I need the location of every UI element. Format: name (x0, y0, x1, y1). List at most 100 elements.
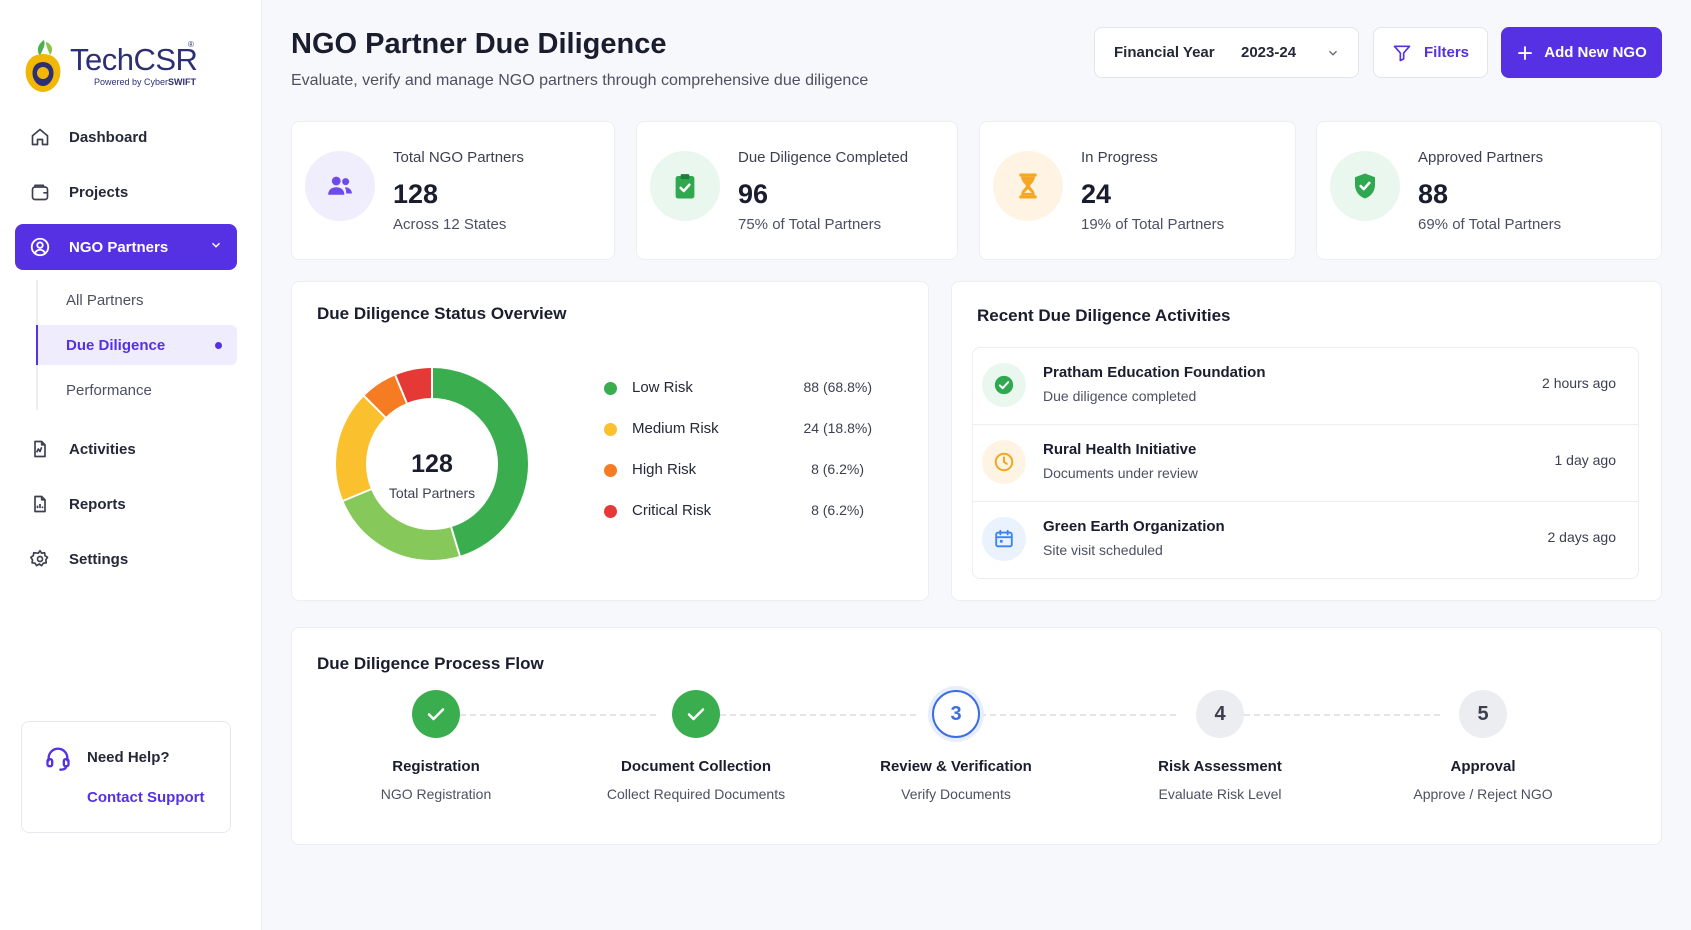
step-desc: Approve / Reject NGO (1413, 786, 1553, 802)
help-card: Need Help? Contact Support (21, 721, 231, 833)
step-title: Document Collection (620, 758, 771, 775)
sidebar-item-label: Settings (69, 550, 129, 568)
donut-center-value: 128 (411, 450, 453, 478)
legend-name: Medium Risk (632, 420, 719, 437)
partners-icon (29, 236, 51, 258)
legend-item-low-risk: Low Risk 88 (68.8%) (604, 377, 894, 418)
sidebar-item-label: Projects (69, 183, 129, 201)
filter-icon (1393, 45, 1411, 61)
recent-activities-card: Recent Due Diligence Activities Pratham … (951, 281, 1662, 601)
activity-item[interactable]: Pratham Education Foundation Due diligen… (973, 348, 1638, 425)
risk-legend: Low Risk 88 (68.8%) Medium Risk 24 (18.8… (604, 377, 894, 541)
step-desc: Verify Documents (901, 786, 1011, 802)
legend-name: Low Risk (632, 379, 693, 396)
sidebar-item-dashboard[interactable]: Dashboard (15, 114, 237, 160)
legend-dot (604, 423, 617, 436)
legend-value: 8 (6.2%) (811, 461, 864, 477)
main-nav: Dashboard Projects NGO Partners All Part… (15, 114, 237, 591)
logo[interactable]: TechCSR ® Powered by CyberSWIFT (20, 30, 210, 100)
step-title: Risk Assessment (1158, 758, 1282, 775)
subnav-item-all-partners[interactable]: All Partners (66, 291, 144, 309)
stat-label: In Progress (1081, 149, 1158, 166)
step-desc: Collect Required Documents (606, 786, 786, 802)
activity-item[interactable]: Rural Health Initiative Documents under … (973, 425, 1638, 502)
powered-by-text: Powered by Cyber (94, 77, 169, 87)
sidebar-item-label: NGO Partners (69, 238, 169, 256)
legend-value: 8 (6.2%) (811, 502, 864, 518)
process-step-risk-assessment[interactable]: 4 Risk Assessment Evaluate Risk Level (1110, 690, 1330, 802)
brand-powered-by: Powered by CyberSWIFT (94, 77, 196, 87)
activity-time: 2 days ago (1547, 529, 1617, 545)
step-number: 4 (1196, 690, 1244, 738)
process-step-document-collection[interactable]: Document Collection Collect Required Doc… (586, 690, 806, 802)
activity-item[interactable]: Green Earth Organization Site visit sche… (973, 502, 1638, 579)
subnav-item-performance[interactable]: Performance (66, 381, 152, 399)
stat-subtext: 69% of Total Partners (1418, 216, 1562, 233)
status-overview-card: Due Diligence Status Overview 128 Total … (291, 281, 929, 601)
clipboard-check-icon (650, 151, 720, 221)
stat-card-in-progress: In Progress 24 19% of Total Partners (979, 121, 1296, 260)
legend-name: High Risk (632, 461, 697, 478)
chevron-down-icon[interactable] (209, 238, 223, 256)
filters-label: Filters (1423, 44, 1469, 61)
sidebar-item-ngo-partners[interactable]: NGO Partners (15, 224, 237, 270)
sidebar-item-settings[interactable]: Settings (15, 536, 237, 582)
sidebar-item-reports[interactable]: Reports (15, 481, 237, 527)
home-icon (29, 126, 51, 148)
donut-center-label: Total Partners (389, 485, 475, 501)
activity-list: Pratham Education Foundation Due diligen… (972, 347, 1639, 579)
shield-check-icon (1330, 151, 1400, 221)
process-step-approval[interactable]: 5 Approval Approve / Reject NGO (1373, 690, 1593, 802)
step-connector (720, 714, 916, 716)
subnav-item-due-diligence[interactable]: Due Diligence (36, 325, 237, 365)
activity-name: Pratham Education Foundation (1043, 364, 1266, 381)
sidebar-item-activities[interactable]: Activities (15, 426, 237, 472)
activity-name: Green Earth Organization (1043, 518, 1225, 535)
activity-desc: Documents under review (1043, 465, 1198, 481)
activity-time: 1 day ago (1554, 452, 1617, 468)
process-step-registration[interactable]: Registration NGO Registration (326, 690, 546, 802)
report-icon (29, 493, 51, 515)
contact-support-link[interactable]: Contact Support (87, 789, 205, 806)
financial-year-value: 2023-24 (1241, 44, 1297, 61)
process-step-review-verification[interactable]: 3 Review & Verification Verify Documents (846, 690, 1066, 802)
legend-item-high-risk: High Risk 8 (6.2%) (604, 459, 894, 500)
stat-subtext: 19% of Total Partners (1081, 216, 1225, 233)
step-desc: NGO Registration (380, 786, 492, 802)
stat-value: 88 (1418, 179, 1449, 209)
step-number: 3 (932, 690, 980, 738)
hourglass-icon (993, 151, 1063, 221)
donut-separator (363, 395, 387, 419)
stat-value: 96 (738, 179, 769, 209)
chevron-down-icon (1326, 46, 1340, 64)
check-circle-icon (982, 363, 1026, 407)
page-subtitle: Evaluate, verify and manage NGO partners… (291, 72, 869, 89)
page-title: NGO Partner Due Diligence (291, 28, 667, 60)
help-title: Need Help? (87, 749, 170, 766)
sidebar: TechCSR ® Powered by CyberSWIFT Dashboar… (0, 0, 262, 930)
step-title: Review & Verification (880, 758, 1032, 775)
legend-value: 88 (68.8%) (803, 379, 872, 395)
add-new-ngo-label: Add New NGO (1544, 44, 1647, 61)
activity-desc: Site visit scheduled (1043, 542, 1163, 558)
filters-button[interactable]: Filters (1373, 27, 1488, 78)
recent-activities-title: Recent Due Diligence Activities (977, 306, 1231, 325)
activity-name: Rural Health Initiative (1043, 441, 1197, 458)
stat-value: 128 (393, 179, 439, 209)
financial-year-select[interactable]: Financial Year 2023-24 (1094, 27, 1359, 78)
sidebar-item-label: Dashboard (69, 128, 148, 146)
step-done-check-icon (672, 690, 720, 738)
process-flow-title: Due Diligence Process Flow (317, 654, 544, 673)
activity-desc: Due diligence completed (1043, 388, 1197, 404)
users-icon (305, 151, 375, 221)
process-flow-card: Due Diligence Process Flow Registration … (291, 627, 1662, 845)
sidebar-item-projects[interactable]: Projects (15, 169, 237, 215)
stat-card-total-partners: Total NGO Partners 128 Across 12 States (291, 121, 615, 260)
activity-icon (29, 438, 51, 460)
step-connector (980, 714, 1176, 716)
sidebar-item-label: Reports (69, 495, 126, 513)
add-new-ngo-button[interactable]: Add New NGO (1501, 27, 1662, 78)
step-done-check-icon (412, 690, 460, 738)
legend-value: 24 (18.8%) (803, 420, 872, 436)
stat-label: Due Diligence Completed (738, 149, 909, 166)
